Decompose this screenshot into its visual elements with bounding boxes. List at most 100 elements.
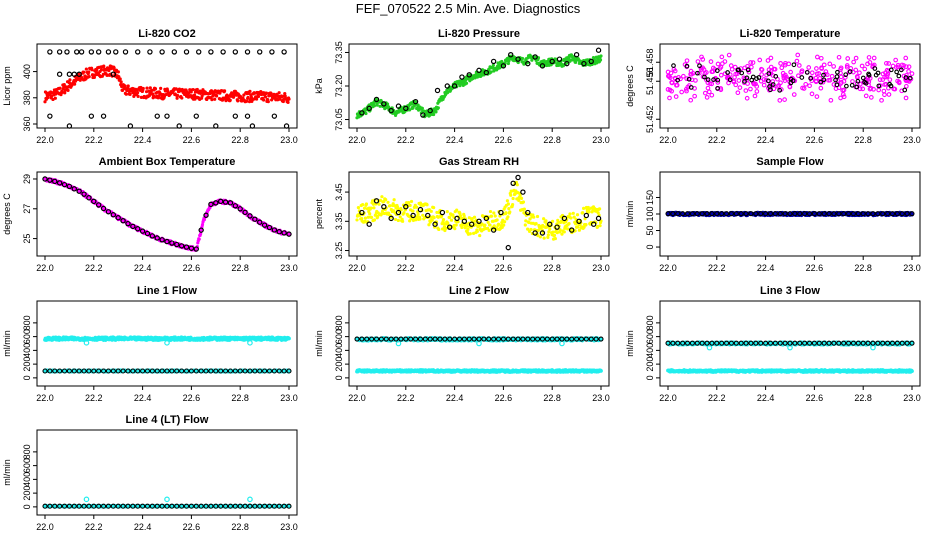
data-point [867, 60, 873, 65]
data-point [100, 113, 107, 119]
data-point [164, 113, 170, 119]
data-point [584, 222, 588, 227]
data-point [758, 78, 764, 84]
data-point [369, 206, 373, 210]
data-point [768, 87, 773, 93]
data-point [197, 237, 201, 241]
data-point [506, 215, 510, 219]
data-point [439, 209, 446, 216]
data-point [432, 215, 436, 220]
data-point [827, 61, 833, 67]
x-tick-label: 23.0 [903, 135, 921, 145]
data-point [750, 60, 756, 65]
data-point [902, 87, 908, 93]
data-point [445, 210, 449, 214]
data-point [791, 62, 797, 68]
data-point [855, 75, 860, 80]
data-point [875, 70, 881, 76]
series-group [355, 174, 603, 251]
data-point [363, 216, 368, 220]
data-point [489, 214, 494, 218]
chart-title: Line 2 Flow [449, 285, 509, 297]
data-point [737, 85, 743, 90]
data-point [192, 93, 197, 97]
data-point [831, 64, 837, 69]
data-point [809, 70, 815, 76]
data-point [51, 97, 55, 102]
x-tick-label: 23.0 [280, 263, 298, 273]
data-point [511, 203, 515, 207]
x-tick-label: 22.0 [659, 263, 677, 273]
y-tick-label: 360 [22, 116, 32, 131]
data-point [107, 68, 111, 73]
data-point [84, 67, 88, 71]
data-point [863, 93, 869, 99]
data-point [888, 67, 894, 73]
x-tick-label: 23.0 [592, 135, 610, 145]
data-point [715, 85, 720, 91]
data-point [175, 96, 179, 100]
data-point [87, 75, 91, 79]
data-point [392, 198, 396, 202]
data-point [113, 49, 119, 55]
data-point [148, 86, 152, 90]
data-point [748, 86, 753, 92]
data-point [191, 87, 195, 92]
data-point [814, 54, 820, 60]
data-point [47, 113, 53, 119]
data-point [877, 77, 883, 83]
data-point [128, 92, 132, 96]
data-point [765, 58, 771, 63]
data-point [118, 77, 122, 81]
data-point [886, 92, 892, 97]
data-point [287, 336, 291, 341]
y-axis-label: degrees C [625, 65, 635, 107]
data-point [432, 206, 436, 210]
data-point [437, 227, 441, 232]
y-tick-label: 51.458 [645, 48, 655, 76]
data-point [829, 73, 835, 79]
data-point [384, 198, 388, 202]
data-point [504, 211, 508, 215]
data-point [496, 222, 501, 226]
data-point [709, 92, 715, 98]
data-point [529, 227, 533, 232]
data-point [232, 113, 239, 119]
data-point [466, 227, 470, 231]
data-point [495, 218, 499, 222]
data-point [756, 75, 762, 80]
data-point [468, 232, 472, 236]
data-point [409, 199, 414, 204]
data-point [520, 56, 525, 61]
y-tick-label: 25 [22, 234, 32, 244]
data-point [401, 219, 405, 223]
data-point [434, 110, 438, 114]
x-tick-label: 22.2 [85, 393, 103, 403]
data-point [127, 123, 134, 129]
data-point [835, 69, 840, 75]
data-point [739, 70, 745, 76]
data-point [817, 75, 823, 81]
y-tick-label: 3.45 [334, 183, 344, 201]
data-point [126, 84, 130, 88]
data-point [544, 219, 548, 223]
data-point [99, 68, 104, 72]
data-point [821, 62, 827, 68]
data-point [688, 85, 694, 90]
data-point [102, 64, 106, 68]
x-tick-label: 22.4 [134, 263, 152, 273]
data-point [834, 82, 840, 88]
data-point [766, 67, 772, 73]
data-point [135, 49, 141, 55]
data-point [505, 244, 511, 251]
data-point [73, 82, 77, 86]
data-point [732, 74, 737, 80]
data-point [546, 233, 550, 237]
x-tick-label: 22.0 [36, 263, 54, 273]
data-point [862, 66, 868, 72]
data-point [64, 49, 70, 55]
